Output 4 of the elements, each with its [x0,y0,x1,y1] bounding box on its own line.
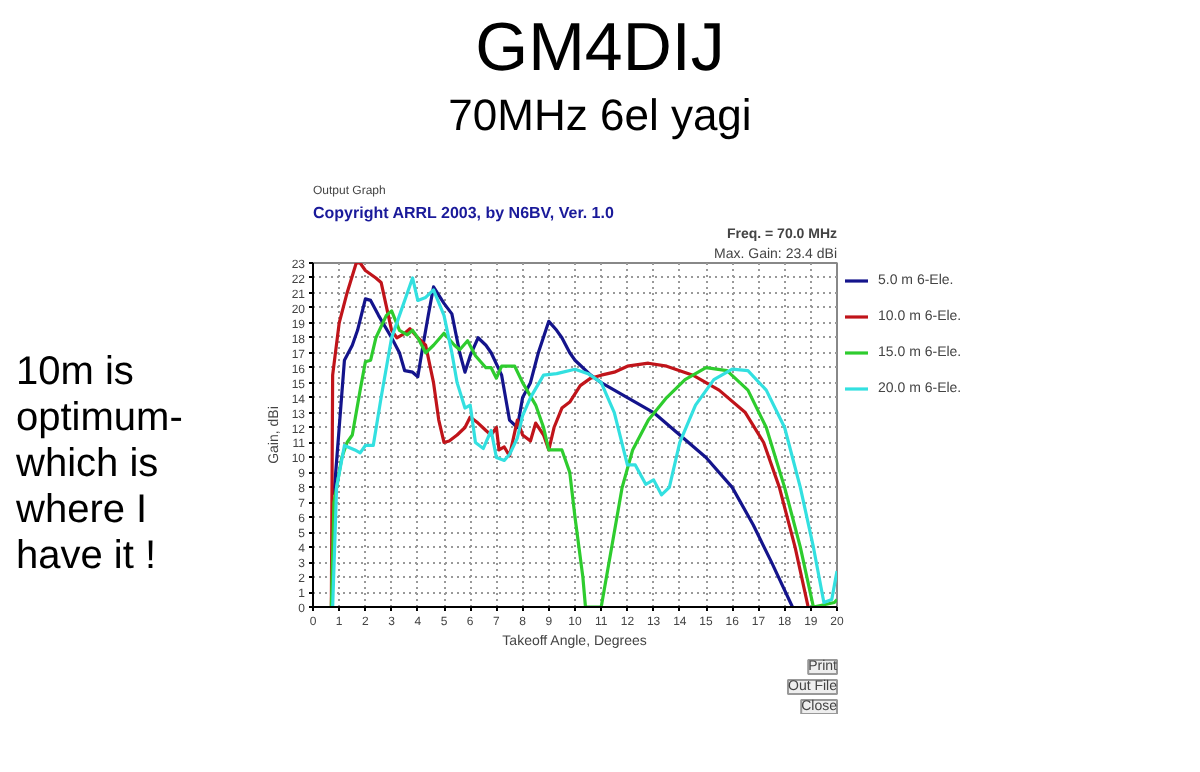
chart-subtitle: 70MHz 6el yagi [446,88,754,144]
text: 10m is optimum- which is where I have it ! [14,348,183,580]
text: Copyright ARRL 2003, by N6BV, Ver. 1.0 [313,204,615,222]
chart-title: GM4DIJ [475,10,725,86]
